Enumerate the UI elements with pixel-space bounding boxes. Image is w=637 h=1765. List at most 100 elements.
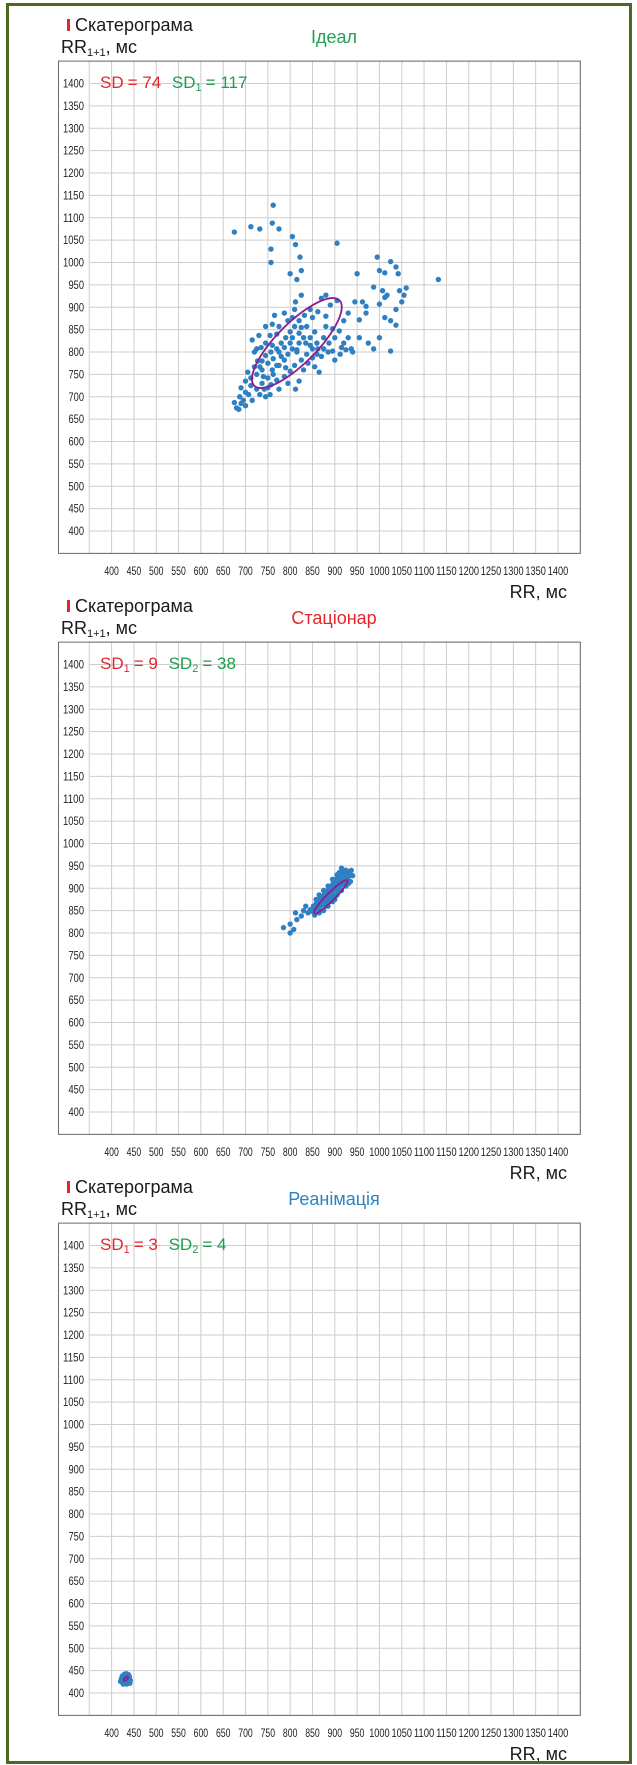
sd-annotation: SD1 = 3: [100, 1235, 158, 1256]
y-tick-label: 550: [69, 1619, 85, 1633]
sd-annotation-value: = 3: [133, 1235, 158, 1254]
scatter-point: [374, 254, 380, 260]
x-tick-label: 1250: [481, 1145, 502, 1159]
scatter-point: [345, 310, 351, 316]
chart-title: Реанімація: [288, 1189, 380, 1209]
scatter-point: [238, 400, 244, 407]
y-axis-label-unit: , мс: [105, 37, 138, 57]
x-axis-label: RR, мс: [509, 582, 567, 602]
scatter-point: [242, 378, 249, 384]
y-tick-label: 450: [69, 502, 85, 516]
x-tick-label: 850: [305, 1145, 320, 1159]
scatter-point: [259, 358, 265, 364]
scatter-point: [291, 306, 298, 313]
sd-annotation-label: SD: [168, 654, 193, 673]
scatter-plot: 400 450 500 550 600 650 700 750 800 850 900 950 1000…: [58, 641, 581, 1159]
scatter-point: [393, 322, 399, 328]
x-tick-label: 1400: [548, 1145, 569, 1159]
y-tick-label: 450: [69, 1083, 85, 1097]
x-tick-label: 850: [305, 564, 320, 578]
x-tick-label: 1000: [369, 1726, 390, 1740]
y-tick-label: 1050: [63, 1395, 84, 1409]
x-tick-label: 900: [328, 564, 343, 578]
scatter-point: [387, 348, 394, 354]
x-tick-label: 1150: [436, 1726, 457, 1740]
y-tick-label: 1350: [63, 1261, 84, 1275]
y-tick-label: 1300: [63, 121, 84, 135]
y-axis-label-subscript: 1+1: [87, 47, 106, 59]
plot-frame: [58, 1222, 581, 1716]
y-tick-label: 550: [69, 457, 85, 471]
y-axis-label: RR1+1, мс: [61, 618, 138, 640]
y-tick-label: 400: [69, 524, 85, 538]
sd-annotation: SD = 74: [100, 73, 161, 92]
scatter-point: [393, 306, 399, 313]
y-tick-label: 1000: [63, 1418, 84, 1432]
scatter-point: [382, 270, 388, 276]
x-tick-label: 1400: [548, 1726, 569, 1740]
scatter-point: [291, 323, 298, 330]
x-tick-label: 1300: [503, 1145, 524, 1159]
y-tick-label: 1250: [63, 144, 84, 158]
y-axis-label-unit: , мс: [105, 618, 138, 638]
sd-annotations: SD1 = 9 SD2 = 38: [100, 654, 236, 675]
scatter-point: [370, 284, 377, 290]
x-tick-label: 600: [194, 1145, 209, 1159]
x-tick-label: 650: [216, 1145, 231, 1159]
x-tick-label: 500: [149, 564, 164, 578]
sd-annotation-value: = 9: [133, 654, 158, 673]
x-tick-label: 750: [261, 1726, 276, 1740]
scatter-point: [348, 867, 355, 874]
scatter-point: [349, 873, 356, 879]
scatter-point: [294, 916, 300, 923]
y-tick-label: 1100: [63, 792, 84, 806]
x-tick-label: 450: [127, 1145, 142, 1159]
y-axis-label-main: RR: [61, 37, 87, 57]
scatter-point: [287, 930, 293, 936]
scatter-point: [269, 321, 276, 327]
y-tick-label: 1400: [63, 77, 84, 91]
scatter-point: [237, 394, 243, 400]
panel-header-label: Скатерограма: [75, 15, 193, 35]
scatter-point: [316, 369, 322, 375]
x-tick-label: 1100: [414, 1145, 435, 1159]
y-tick-label: 450: [69, 1664, 85, 1678]
scatter-point: [318, 353, 325, 360]
scatter-point: [325, 349, 331, 355]
y-tick-label: 950: [69, 859, 85, 873]
scatter-point: [294, 276, 300, 283]
scatter-point: [363, 303, 369, 310]
scatter-point: [231, 399, 238, 406]
sd-annotation-label: SD: [168, 1235, 193, 1254]
scatter-point: [274, 377, 280, 383]
x-tick-label: 1300: [503, 564, 524, 578]
scatter-point: [260, 373, 267, 380]
scatter-point: [265, 375, 271, 381]
scatter-point: [276, 226, 282, 232]
x-axis-label: RR, мс: [509, 1163, 567, 1183]
scatter-point: [379, 287, 386, 294]
chart-title: Стаціонар: [291, 608, 377, 628]
x-tick-label: 1150: [436, 1145, 457, 1159]
scatter-point: [323, 323, 329, 330]
scatter-point: [278, 340, 284, 346]
scatter-point: [329, 876, 336, 882]
scatter-point: [292, 386, 299, 392]
y-tick-label: 900: [69, 300, 85, 314]
y-tick-label: 700: [69, 1552, 85, 1566]
y-tick-label: 1150: [63, 188, 84, 202]
scatter-point: [269, 367, 276, 373]
scatter-point: [259, 367, 265, 373]
scatter-point: [291, 926, 297, 933]
scatter-point: [287, 329, 293, 335]
scatter-point: [292, 299, 299, 305]
scatter-point: [292, 241, 299, 248]
y-tick-label: 1000: [63, 837, 84, 851]
x-axis-label: RR, мс: [509, 1744, 567, 1764]
y-tick-label: 1250: [63, 725, 84, 739]
y-tick-label: 650: [69, 993, 85, 1007]
scatter-point: [296, 317, 302, 324]
y-tick-label: 1050: [63, 233, 84, 247]
scatter-point: [271, 312, 278, 319]
scatter-point: [313, 896, 319, 903]
